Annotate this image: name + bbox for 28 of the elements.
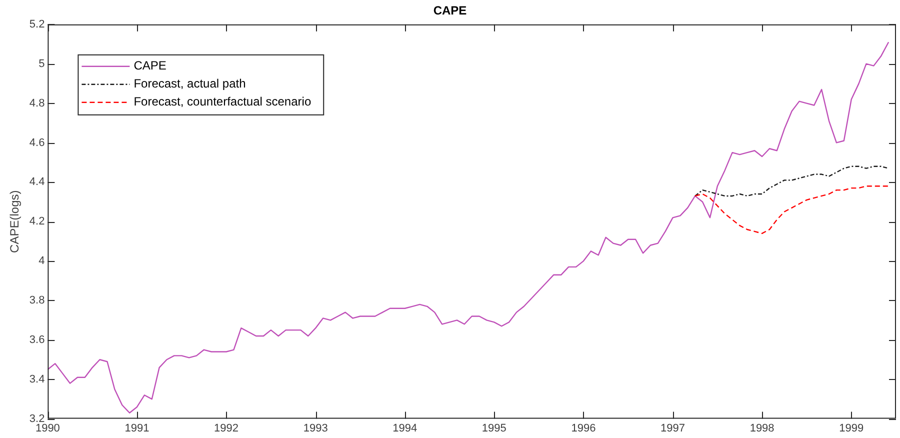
legend-label: Forecast, counterfactual scenario bbox=[134, 94, 312, 109]
legend-label: Forecast, actual path bbox=[134, 76, 246, 91]
x-tick-label: 1996 bbox=[571, 422, 596, 434]
x-tick-label: 1990 bbox=[35, 422, 60, 434]
y-tick-label: 4 bbox=[38, 255, 45, 268]
x-tick-label: 1991 bbox=[124, 422, 150, 434]
y-tick-label: 4.6 bbox=[29, 136, 45, 149]
x-tick-label: 1992 bbox=[214, 422, 239, 434]
x-tick-label: 1997 bbox=[660, 422, 686, 434]
y-tick-label: 5 bbox=[38, 58, 45, 70]
line-series bbox=[694, 186, 890, 234]
y-tick-label: 4.8 bbox=[29, 97, 45, 110]
y-tick-label: 5.2 bbox=[29, 18, 45, 30]
chart-title: CAPE bbox=[433, 4, 467, 18]
y-tick-label: 3.2 bbox=[29, 412, 45, 425]
y-tick-label: 4.2 bbox=[29, 216, 45, 228]
x-tick-label: 1995 bbox=[482, 422, 506, 434]
x-tick-label: 1994 bbox=[392, 422, 418, 434]
y-tick-label: 3.4 bbox=[29, 373, 45, 386]
x-tick-label: 1998 bbox=[750, 422, 774, 434]
legend-label: CAPE bbox=[134, 58, 166, 73]
y-axis-title: CAPE(logs) bbox=[8, 190, 22, 253]
y-tick-label: 3.6 bbox=[29, 334, 45, 346]
x-tick-label: 1993 bbox=[303, 422, 328, 434]
x-tick-label: 1999 bbox=[839, 422, 864, 434]
y-tick-label: 4.4 bbox=[29, 176, 45, 188]
line-series bbox=[694, 166, 890, 197]
y-tick-label: 3.8 bbox=[29, 294, 45, 307]
